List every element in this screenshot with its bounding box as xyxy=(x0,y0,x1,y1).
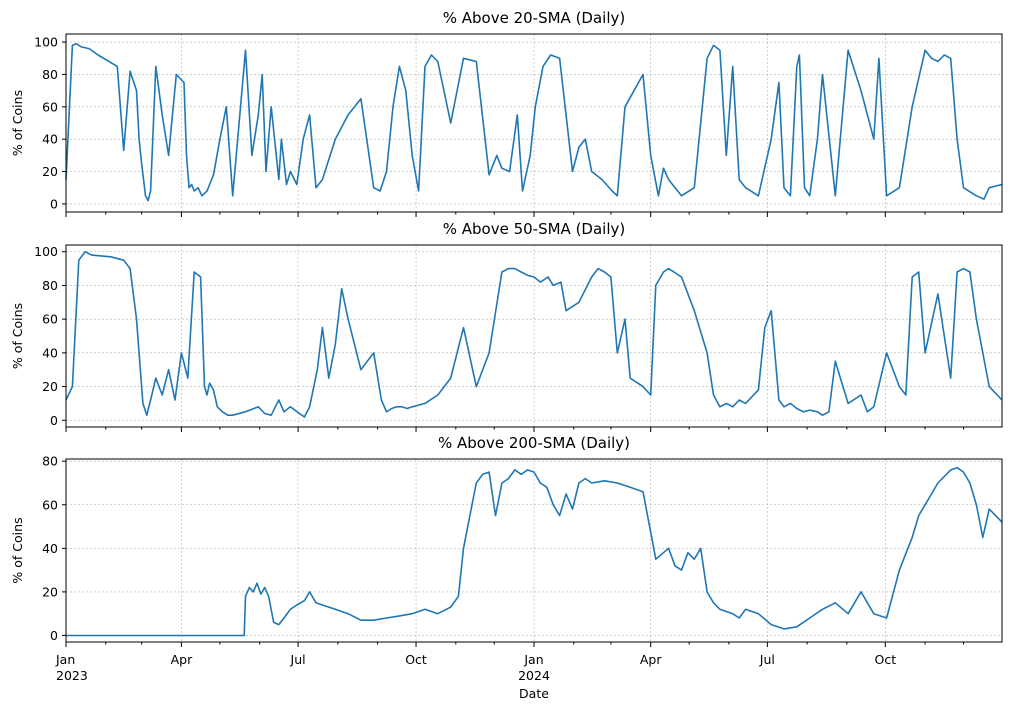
x-tick-label: Oct xyxy=(405,652,427,667)
y-axis-label: % of Coins xyxy=(10,517,25,583)
panel-2: % Above 50-SMA (Daily) 0 20 40 60 80 100 % of C… xyxy=(10,220,1003,432)
plot-frame xyxy=(65,33,1003,213)
x-tick-label: Jan xyxy=(523,652,543,667)
y-axis-label: % of Coins xyxy=(10,303,25,369)
series-line-1 xyxy=(65,42,1003,202)
series-line-1 xyxy=(66,466,1003,637)
x-tick-year-label: 2023 xyxy=(56,668,88,683)
panel-title: % Above 200-SMA (Daily) xyxy=(438,434,630,452)
x-tick-year-label: 2024 xyxy=(518,668,550,683)
y-tick-label: 60 xyxy=(42,99,58,114)
y-tick-label: 80 xyxy=(42,67,58,82)
y-tick-label: 20 xyxy=(42,379,58,394)
y-tick-label: 20 xyxy=(42,164,58,179)
y-tick-label: 0 xyxy=(50,196,58,211)
x-tick-label: Jul xyxy=(759,652,775,667)
y-tick-label: 40 xyxy=(42,541,58,556)
x-tick-label: Apr xyxy=(171,652,193,667)
x-tick-label: Oct xyxy=(875,652,897,667)
y-tick-label: 40 xyxy=(42,345,58,360)
y-tick-label: 60 xyxy=(42,312,58,327)
y-tick-label: 80 xyxy=(42,278,58,293)
y-tick-label: 0 xyxy=(50,413,58,428)
plot-frame xyxy=(65,458,1003,643)
y-tick-label: 0 xyxy=(50,628,58,643)
y-tick-label: 80 xyxy=(42,454,58,469)
x-tick-label: Jan xyxy=(55,652,75,667)
panel-3: % Above 200-SMA (Daily) 0 20 40 60 80 % of Coi… xyxy=(10,434,1003,701)
x-tick-label: Apr xyxy=(640,652,662,667)
plot-frame xyxy=(65,244,1003,428)
y-tick-label: 100 xyxy=(34,244,58,259)
panel-title: % Above 20-SMA (Daily) xyxy=(443,9,626,27)
panel-1: % Above 20-SMA (Daily) 0 20 40 60 80 100 % of C… xyxy=(10,9,1003,217)
x-axis-label: Date xyxy=(519,686,549,701)
y-tick-label: 40 xyxy=(42,132,58,147)
panel-title: % Above 50-SMA (Daily) xyxy=(443,220,626,238)
series-line-1 xyxy=(65,250,1003,418)
x-tick-label: Jul xyxy=(290,652,306,667)
y-tick-label: 60 xyxy=(42,497,58,512)
y-tick-label: 100 xyxy=(34,35,58,50)
y-tick-label: 20 xyxy=(42,584,58,599)
y-axis-label: % of Coins xyxy=(10,90,25,156)
